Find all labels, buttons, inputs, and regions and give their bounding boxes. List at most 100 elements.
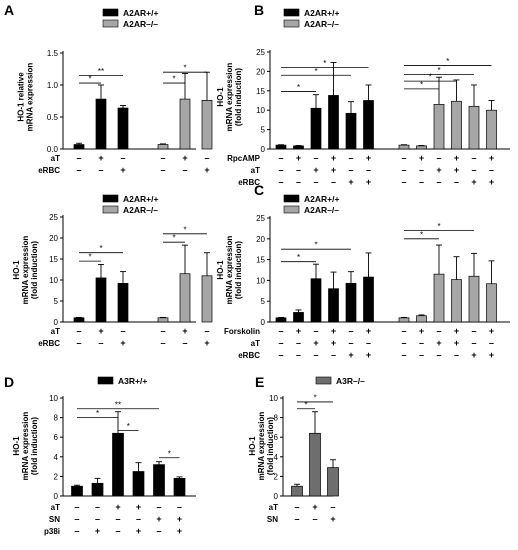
condition-sign: – [156,526,161,536]
condition-sign: – [74,514,79,524]
condition-sign: – [313,153,318,163]
condition-sign: + [419,326,424,336]
condition-sign: + [331,165,336,175]
bar [363,100,374,150]
condition-sign: – [313,326,318,336]
condition-label: eRBC [238,178,260,187]
condition-sign: + [95,526,100,536]
y-axis-label: mRNA expression [225,236,234,305]
condition-sign: – [294,514,299,524]
bar [310,278,322,323]
condition-sign: – [95,502,100,512]
y-tick-label: 2 [274,472,279,481]
bar [153,464,165,497]
condition-sign: – [331,177,336,187]
condition-sign: – [366,338,371,348]
y-axis-label: mRNA expression [225,63,234,132]
condition-sign: – [182,338,187,348]
y-axis-label: HO-1 [12,436,21,456]
condition-sign: – [348,165,353,175]
bar [201,100,213,150]
condition-sign: – [489,338,494,348]
condition-label: Forskolin [224,327,260,336]
condition-sign: – [278,153,283,163]
significance-mark: * [297,253,300,262]
condition-sign: + [204,165,209,175]
y-tick-label: 0.0 [47,145,59,154]
condition-sign: + [177,526,182,536]
condition-sign: + [296,153,301,163]
y-tick-label: 25 [49,213,58,222]
bar [291,485,303,497]
bar [91,482,104,497]
condition-sign: + [489,177,494,187]
condition-sign: – [401,153,406,163]
bar [328,288,339,323]
legend-label: A2AR–/– [123,19,158,29]
condition-sign: – [278,177,283,187]
condition-sign: + [182,153,187,163]
bar [173,478,186,497]
condition-label: aT [51,327,60,336]
significance-mark: * [304,400,307,409]
legend-label: A2AR+/+ [304,8,339,18]
condition-sign: – [454,177,459,187]
significance-mark: * [420,230,423,239]
significance-mark: * [168,449,171,458]
y-tick-label: 25 [256,214,265,223]
y-tick-label: 20 [49,234,58,243]
significance-mark: * [323,59,326,68]
chart-panel-E: E 0 2 4 6 8 10 HO-1 mRNA expression (fold inducti… [248,374,365,524]
bar [73,144,85,150]
significance-mark: * [99,244,102,253]
y-tick-label: 20 [256,235,265,244]
condition-sign: + [436,338,441,348]
bar [179,273,191,323]
condition-sign: – [419,338,424,348]
condition-sign: – [436,326,441,336]
y-tick-label: 10 [256,276,265,285]
y-tick-label: 6 [274,433,279,442]
condition-sign: – [419,350,424,360]
condition-sign: – [95,514,100,524]
bar [157,144,169,150]
condition-sign: – [401,165,406,175]
y-tick-label: 10 [49,394,58,403]
bar [398,144,410,150]
panel-label: D [4,374,14,390]
condition-sign: + [120,338,125,348]
condition-sign: – [98,338,103,348]
condition-sign: + [182,326,187,336]
bar [275,317,287,323]
condition-label: aT [51,154,60,163]
bar [345,112,357,150]
condition-sign: + [98,153,103,163]
chart-panel-A (lower): 0 5 10 15 20 25 HO-1 mRNA expression (fold induc… [12,194,213,348]
legend-label: A2AR+/+ [123,8,158,18]
condition-sign: – [436,177,441,187]
condition-sign: + [489,326,494,336]
y-axis-label: mRNA expression [257,412,266,481]
condition-sign: – [294,502,299,512]
bar [328,95,339,150]
condition-sign: – [76,165,81,175]
condition-sign: + [454,165,459,175]
significance-mark: * [127,422,130,431]
condition-sign: – [401,338,406,348]
y-axis-label: HO-1 [248,436,257,456]
bar [486,109,497,150]
legend-swatch [283,194,300,203]
significance-mark: * [446,57,449,66]
bar [117,283,129,323]
condition-sign: – [278,326,283,336]
bar [451,279,462,323]
y-tick-label: 5 [261,297,266,306]
condition-sign: – [419,177,424,187]
chart-panel-A: A 0.0 0.5 1.0 1.5 HO-1 relative mRNA expressio… [4,2,213,175]
y-tick-label: 6 [54,433,59,442]
significance-mark: * [88,253,91,262]
y-tick-label: 1.0 [47,81,59,90]
chart-panel-B: B 0 5 10 15 20 25 HO-1 mRNA expression (fold indu… [216,2,510,187]
condition-sign: – [312,514,317,524]
